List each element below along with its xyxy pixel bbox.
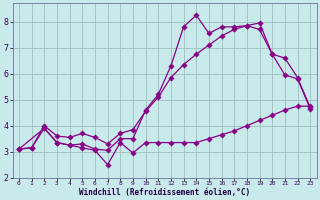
X-axis label: Windchill (Refroidissement éolien,°C): Windchill (Refroidissement éolien,°C) — [79, 188, 250, 197]
